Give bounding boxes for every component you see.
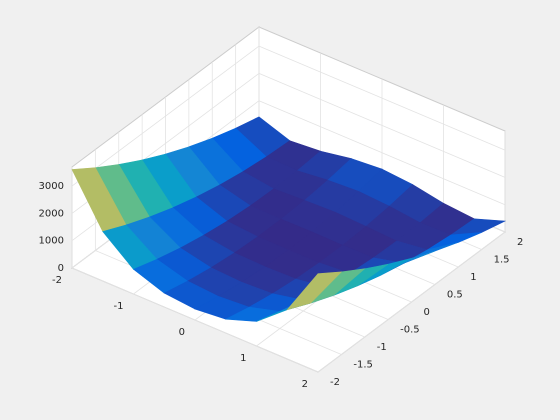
z-tick-label: 0 [58, 263, 64, 274]
grid-line [71, 45, 260, 187]
grid-line [258, 73, 506, 178]
y-tick-label: 1 [470, 272, 476, 283]
y-tick-label: -1 [377, 342, 387, 353]
y-tick-label: 2 [517, 237, 523, 248]
grid-line [258, 45, 506, 151]
x-tick-label: -2 [52, 275, 62, 286]
z-tick-label: 3000 [39, 181, 64, 192]
surface-face [286, 271, 343, 311]
x-tick-label: 2 [302, 379, 308, 390]
y-tick-label: 0.5 [447, 290, 463, 301]
x-tick-label: 0 [179, 327, 185, 338]
z-tick-label: 2000 [39, 208, 64, 219]
z-tick-label: 1000 [39, 236, 64, 247]
surface [71, 116, 507, 322]
x-tick-label: -1 [114, 301, 124, 312]
y-tick-label: 0 [424, 307, 430, 318]
y-tick-label: 1.5 [494, 255, 510, 266]
y-tick-label: -2 [330, 377, 340, 388]
y-tick-label: -1.5 [353, 360, 373, 371]
grid-line [71, 267, 319, 373]
x-tick-label: 1 [240, 353, 246, 364]
grid-line [258, 100, 506, 206]
y-tick-label: -0.5 [400, 325, 420, 336]
